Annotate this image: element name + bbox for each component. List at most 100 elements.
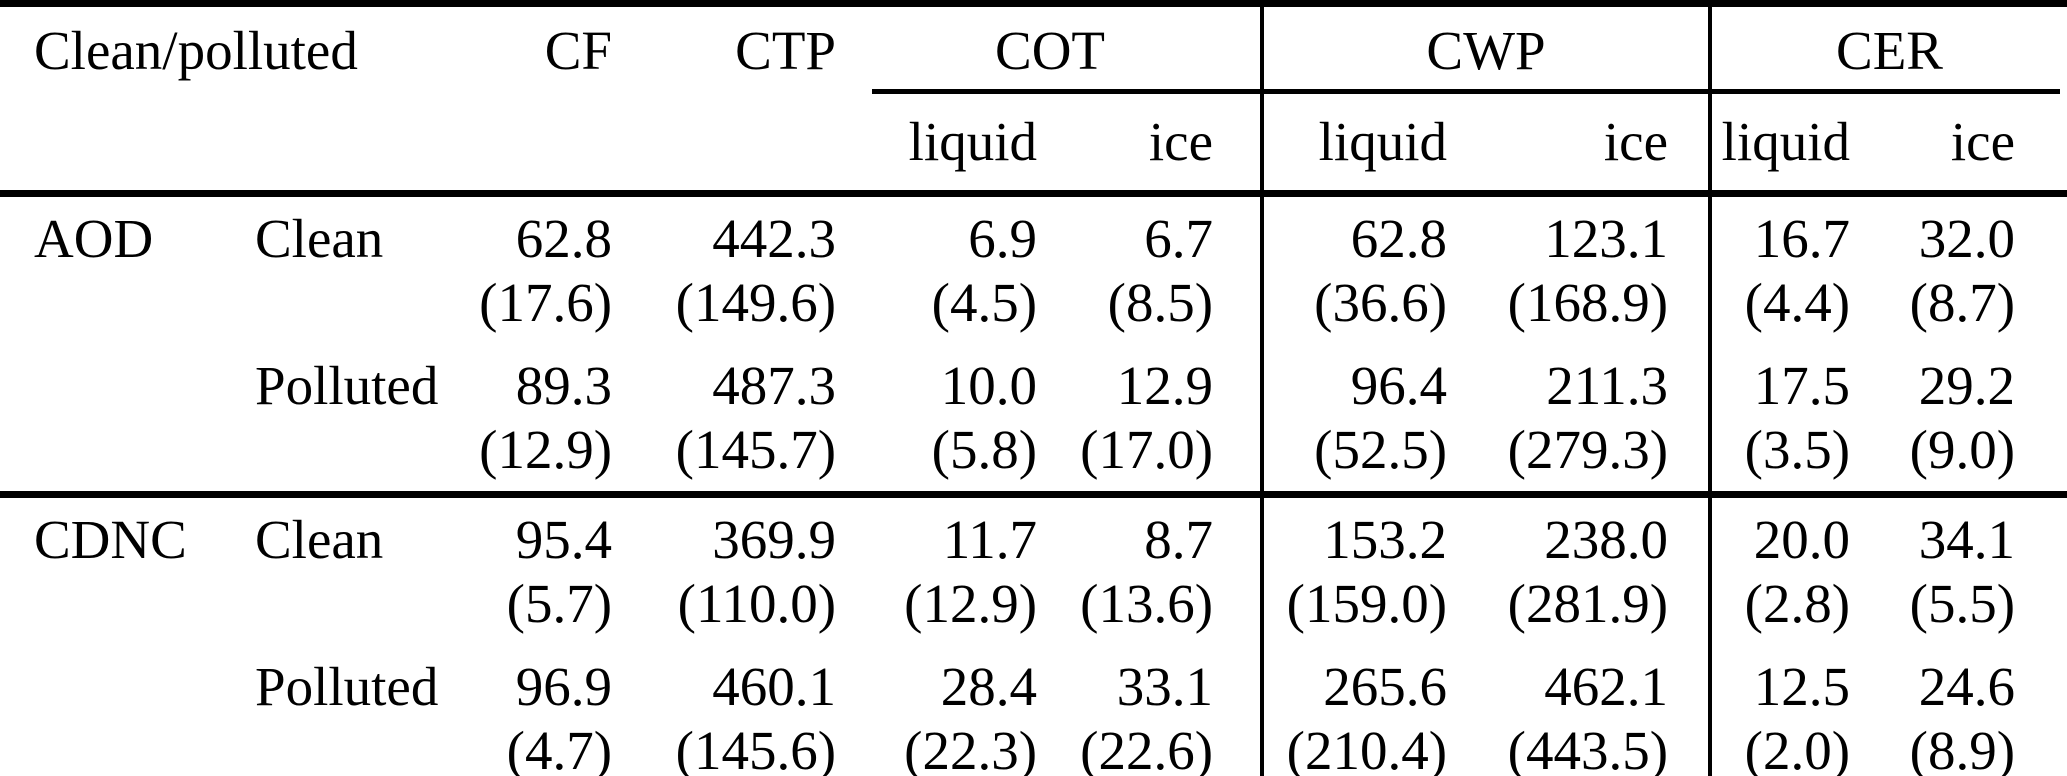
condition-label: Clean — [250, 491, 441, 645]
value: 487.3 — [712, 355, 837, 416]
cell-cf: 96.9 (4.7) — [440, 645, 620, 776]
value: 96.4 — [1350, 355, 1448, 416]
cell-cwp-liquid: 62.8 (36.6) — [1260, 193, 1471, 344]
value: 10.0 — [940, 355, 1038, 416]
cell-ctp: 460.1 (145.6) — [620, 645, 840, 776]
std-value: (5.5) — [1909, 573, 2016, 634]
std-value: (279.3) — [1507, 419, 1669, 480]
std-value: (17.6) — [479, 272, 613, 333]
value: 8.7 — [1144, 509, 1214, 570]
cell-cwp-liquid: 265.6 (210.4) — [1260, 645, 1471, 776]
row-group-label — [0, 344, 250, 495]
value: 33.1 — [1116, 656, 1214, 717]
std-value: (8.9) — [1909, 720, 2016, 776]
std-value: (36.6) — [1314, 272, 1448, 333]
row-group-label — [0, 645, 250, 776]
group-name: AOD — [34, 208, 154, 269]
header-row-phases: liquid ice liquid ice liquid ice — [0, 93, 2067, 197]
value: 442.3 — [712, 208, 837, 269]
std-value: (8.7) — [1909, 272, 2016, 333]
value: 62.8 — [515, 208, 613, 269]
std-value: (22.6) — [1080, 720, 1214, 776]
header-spacer — [620, 93, 841, 197]
condition-name: Polluted — [255, 355, 439, 416]
cell-cer-ice: 24.6 (8.9) — [1872, 645, 2067, 776]
cell-cer-liquid: 16.7 (4.4) — [1708, 193, 1873, 344]
value: 123.1 — [1544, 208, 1669, 269]
cell-cer-liquid: 20.0 (2.8) — [1708, 491, 1873, 645]
cell-cer-ice: 29.2 (9.0) — [1872, 344, 2067, 495]
value: 96.9 — [515, 656, 613, 717]
std-value: (3.5) — [1744, 419, 1851, 480]
cell-ctp: 487.3 (145.7) — [620, 344, 840, 495]
std-value: (159.0) — [1286, 573, 1448, 634]
std-value: (12.9) — [904, 573, 1038, 634]
std-value: (145.7) — [675, 419, 837, 480]
table-row-aod-clean: AOD Clean 62.8 (17.6) 442.3 (149.6) 6.9 (4.… — [0, 193, 2067, 345]
std-value: (210.4) — [1286, 720, 1448, 776]
std-value: (13.6) — [1080, 573, 1214, 634]
std-value: (12.9) — [479, 419, 613, 480]
row-group-label: CDNC — [0, 491, 250, 645]
subheader-cwp-liquid: liquid — [1260, 93, 1471, 197]
value: 20.0 — [1753, 509, 1851, 570]
cell-cer-liquid: 17.5 (3.5) — [1708, 344, 1873, 495]
std-value: (149.6) — [675, 272, 837, 333]
cell-cer-ice: 32.0 (8.7) — [1872, 194, 2067, 345]
header-cot: COT — [995, 19, 1106, 81]
value: 62.8 — [1350, 208, 1448, 269]
cell-cot-ice: 33.1 (22.6) — [1040, 645, 1262, 776]
std-value: (5.8) — [931, 419, 1038, 480]
std-value: (110.0) — [677, 573, 837, 634]
cell-cwp-ice: 238.0 (281.9) — [1470, 491, 1711, 645]
cell-cwp-liquid: 96.4 (52.5) — [1260, 344, 1471, 495]
cell-cot-ice: 8.7 (13.6) — [1040, 491, 1263, 645]
cell-ctp: 442.3 (149.6) — [620, 194, 840, 345]
value: 238.0 — [1544, 509, 1669, 570]
cell-cwp-ice: 123.1 (168.9) — [1470, 194, 1710, 345]
header-row-groups: Clean/polluted CF CTP COT CWP CER — [0, 3, 2067, 93]
std-value: (5.7) — [506, 573, 613, 634]
std-value: (52.5) — [1314, 419, 1448, 480]
table-row-aod-polluted: Polluted 89.3 (12.9) 487.3 (145.7) 10.0 (5.… — [0, 344, 2067, 495]
condition-name: Clean — [255, 208, 384, 269]
cell-cf: 95.4 (5.7) — [440, 491, 621, 645]
value: 32.0 — [1918, 208, 2016, 269]
value: 462.1 — [1544, 656, 1669, 717]
value: 369.9 — [712, 509, 837, 570]
cell-cwp-liquid: 153.2 (159.0) — [1260, 491, 1471, 645]
std-value: (168.9) — [1507, 272, 1669, 333]
subheader-cot-ice: ice — [1040, 93, 1263, 197]
cell-cer-liquid: 12.5 (2.0) — [1708, 645, 1873, 776]
std-value: (443.5) — [1507, 720, 1669, 776]
std-value: (281.9) — [1507, 573, 1669, 634]
std-value: (17.0) — [1080, 419, 1214, 480]
value: 12.9 — [1116, 355, 1214, 416]
condition-name: Polluted — [255, 656, 439, 717]
table-row-cdnc-polluted: Polluted 96.9 (4.7) 460.1 (145.6) 28.4 (22.… — [0, 645, 2067, 776]
group-header-underline — [872, 89, 2060, 94]
table-row-cdnc-clean: CDNC Clean 95.4 (5.7) 369.9 (110.0) 11.7 (1… — [0, 491, 2067, 645]
std-value: (4.4) — [1744, 272, 1851, 333]
header-clean-polluted: Clean/polluted — [34, 19, 358, 81]
condition-label: Polluted — [250, 645, 440, 776]
subheader-cwp-ice: ice — [1470, 93, 1711, 197]
value: 460.1 — [712, 656, 837, 717]
subheader-cer-liquid: liquid — [1708, 93, 1873, 197]
cell-cot-ice: 12.9 (17.0) — [1040, 344, 1262, 495]
header-cf: CF — [544, 19, 613, 81]
cell-cot-liquid: 10.0 (5.8) — [840, 344, 1040, 495]
std-value: (22.3) — [904, 720, 1038, 776]
cell-cf: 89.3 (12.9) — [440, 344, 620, 495]
value: 12.5 — [1753, 656, 1851, 717]
value: 211.3 — [1546, 355, 1669, 416]
header-spacer — [440, 93, 621, 197]
condition-label: Clean — [250, 194, 440, 345]
std-value: (9.0) — [1909, 419, 2016, 480]
header-cwp: CWP — [1260, 3, 1711, 93]
value: 6.7 — [1144, 208, 1214, 269]
cell-cwp-ice: 462.1 (443.5) — [1470, 645, 1710, 776]
std-value: (8.5) — [1107, 272, 1214, 333]
cell-cot-liquid: 28.4 (22.3) — [840, 645, 1040, 776]
